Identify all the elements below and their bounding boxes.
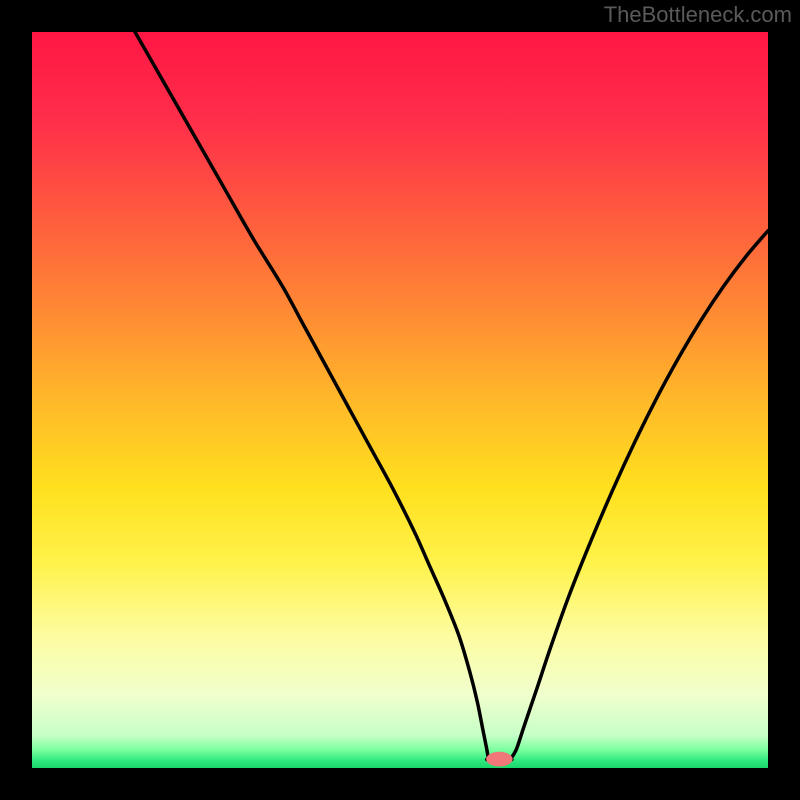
- watermark-text: TheBottleneck.com: [604, 2, 792, 28]
- frame-bottom: [0, 768, 800, 800]
- bottleneck-chart: TheBottleneck.com: [0, 0, 800, 800]
- optimal-point-marker: [486, 752, 512, 767]
- frame-right: [768, 0, 800, 800]
- frame-left: [0, 0, 32, 800]
- chart-svg: [0, 0, 800, 800]
